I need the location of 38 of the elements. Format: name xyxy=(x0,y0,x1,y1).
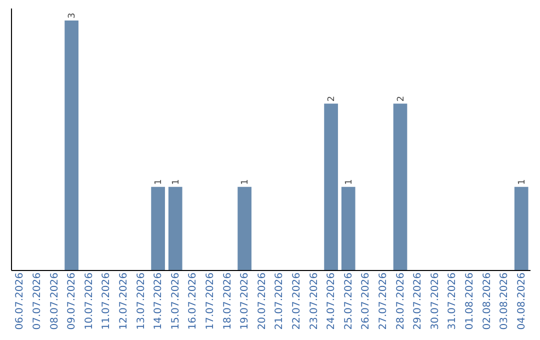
x-tick-label: 18.07.2026 xyxy=(222,272,234,330)
x-tick-label: 02.08.2026 xyxy=(482,272,493,330)
data-label: 3 xyxy=(68,12,78,18)
data-label: 2 xyxy=(396,96,406,102)
data-label: 2 xyxy=(327,96,338,102)
x-tick-label: 04.08.2026 xyxy=(516,272,528,330)
x-tick-label: 21.07.2026 xyxy=(274,272,286,330)
x-tick-label: 10.07.2026 xyxy=(84,272,95,330)
x-tick-label: 22.07.2026 xyxy=(291,272,302,330)
x-tick-label: 26.07.2026 xyxy=(360,272,372,330)
x-tick-label: 01.08.2026 xyxy=(464,272,476,330)
x-tick-label: 15.07.2026 xyxy=(170,272,182,330)
x-tick-label: 27.07.2026 xyxy=(378,272,389,330)
x-tick-label: 19.07.2026 xyxy=(240,272,251,330)
data-label: 1 xyxy=(517,179,528,185)
x-tick-label: 09.07.2026 xyxy=(66,272,78,330)
x-tick-label: 03.08.2026 xyxy=(499,272,510,330)
x-tick-label: 30.07.2026 xyxy=(430,272,441,330)
x-tick-label: 17.07.2026 xyxy=(204,272,216,330)
x-tick-label: 11.07.2026 xyxy=(101,272,112,330)
x-tick-label: 08.07.2026 xyxy=(49,272,60,330)
x-tick-label: 28.07.2026 xyxy=(395,272,406,330)
x-tick-label: 29.07.2026 xyxy=(412,272,424,330)
data-label: 1 xyxy=(171,179,182,185)
x-tick-label: 20.07.2026 xyxy=(256,272,268,330)
x-tick-label: 12.07.2026 xyxy=(118,272,130,330)
x-tick-label: 25.07.2026 xyxy=(343,272,354,330)
x-tick-label: 13.07.2026 xyxy=(136,272,147,330)
x-tick-label: 14.07.2026 xyxy=(153,272,164,330)
x-tick-label: 16.07.2026 xyxy=(188,272,199,330)
data-label: 1 xyxy=(344,179,354,185)
x-tick-label: 31.07.2026 xyxy=(447,272,458,330)
x-tick-label: 07.07.2026 xyxy=(32,272,43,330)
x-tick-label: 24.07.2026 xyxy=(326,272,338,330)
x-tick-label: 23.07.2026 xyxy=(308,272,320,330)
data-label: 1 xyxy=(240,179,251,185)
x-tick-label: 06.07.2026 xyxy=(14,272,26,330)
data-label: 1 xyxy=(154,179,164,185)
